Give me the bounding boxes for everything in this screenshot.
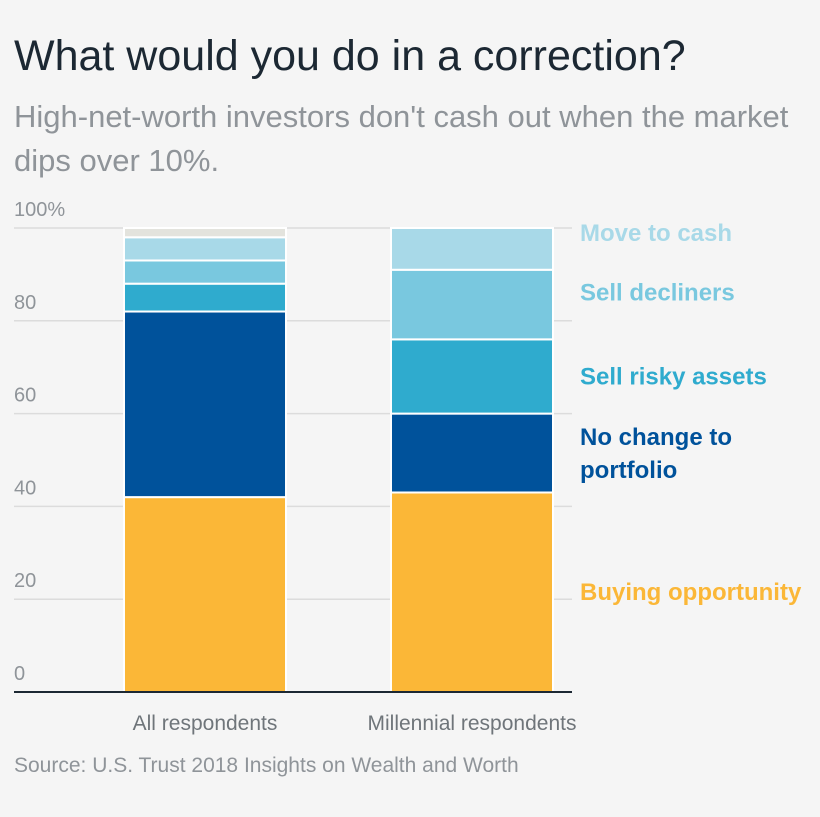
bar-segment xyxy=(123,227,287,239)
chart-subtitle: High-net-worth investors don't cash out … xyxy=(14,99,789,178)
bar-segment xyxy=(390,227,554,271)
source-note: Source: U.S. Trust 2018 Insights on Weal… xyxy=(14,754,519,777)
y-tick-label: 60 xyxy=(14,385,36,407)
bar-segment xyxy=(123,496,287,693)
bar-segment xyxy=(123,282,287,313)
y-tick-label: 0 xyxy=(14,663,25,685)
y-tick-label: 20 xyxy=(14,570,36,592)
x-category-label: All respondents xyxy=(133,712,278,735)
bar-segment xyxy=(123,310,287,499)
bar-segment xyxy=(123,259,287,285)
bar-segment xyxy=(390,268,554,341)
bar-segment xyxy=(390,412,554,494)
series-label: portfolio xyxy=(580,457,677,484)
series-label: Move to cash xyxy=(580,220,732,247)
series-label: Sell risky assets xyxy=(580,363,767,390)
bar-segment xyxy=(390,338,554,415)
x-category-label: Millennial respondents xyxy=(368,712,577,735)
series-label: Sell decliners xyxy=(580,280,735,307)
y-tick-label: 40 xyxy=(14,477,36,499)
y-tick-label: 100% xyxy=(14,199,65,221)
series-label: No change to xyxy=(580,424,732,451)
chart-title: What would you do in a correction? xyxy=(14,32,686,80)
y-tick-label: 80 xyxy=(14,292,36,314)
bar-segment xyxy=(390,491,554,694)
bar-segment xyxy=(123,236,287,262)
series-label: Buying opportunity xyxy=(580,579,802,606)
